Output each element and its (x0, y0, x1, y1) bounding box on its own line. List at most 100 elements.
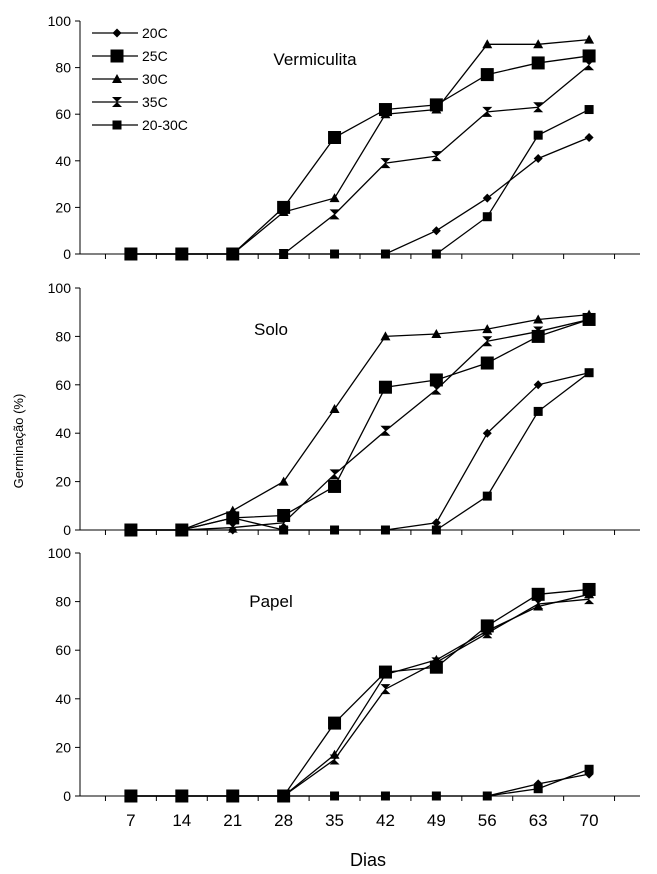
data-point-20-30C (279, 791, 289, 801)
data-point-20-30C (584, 764, 594, 774)
data-point-35C (584, 594, 595, 605)
data-point-25C (480, 356, 494, 370)
y-tick-label: 40 (55, 691, 71, 707)
series-line-20C (130, 773, 590, 797)
y-tick-label: 100 (48, 280, 72, 296)
data-point-30C (278, 207, 289, 217)
data-point-30C (278, 476, 289, 486)
data-point-35C (533, 102, 544, 113)
data-point-20C (431, 226, 441, 236)
data-point-20-30C (482, 791, 492, 801)
data-point-20-30C (533, 130, 543, 140)
panel-2: 0 20 40 60 80 100 Solo (48, 280, 640, 538)
data-point-20-30C (126, 249, 136, 259)
series-line-35C (130, 318, 590, 531)
series-line-25C (130, 318, 590, 531)
data-point-20-30C (482, 212, 492, 222)
data-point-20-30C (431, 791, 441, 801)
x-tick-label: 28 (274, 811, 293, 830)
legend-marker (110, 49, 124, 63)
data-point-20-30C (279, 249, 289, 259)
data-point-20-30C (380, 249, 390, 259)
y-tick-label: 60 (55, 106, 71, 122)
data-point-35C (380, 425, 391, 436)
x-tick-label: 7 (126, 811, 135, 830)
data-point-25C (429, 373, 443, 387)
legend-entry: 25C (92, 48, 168, 64)
legend-label: 20-30C (142, 117, 188, 133)
data-point-35C (482, 336, 493, 347)
data-point-35C (482, 628, 493, 639)
series-line-30C (130, 313, 590, 531)
data-point-30C (227, 505, 238, 515)
data-point-35C (380, 684, 391, 695)
x-tick-label: 63 (529, 811, 548, 830)
data-point-20-30C (126, 791, 136, 801)
data-point-20-30C (177, 791, 187, 801)
legend-label: 30C (142, 71, 168, 87)
data-point-35C (329, 469, 340, 480)
y-tick-label: 20 (55, 199, 71, 215)
data-point-20-30C (584, 105, 594, 115)
data-point-20-30C (431, 525, 441, 535)
legend-entry: 20-30C (92, 117, 188, 133)
series-line-25C (130, 588, 590, 797)
legend-marker (112, 28, 122, 38)
y-tick-label: 0 (63, 788, 71, 804)
data-point-20C (482, 428, 492, 438)
panel-title: Papel (249, 592, 292, 611)
data-point-35C (533, 599, 544, 610)
data-point-35C (431, 151, 442, 162)
data-point-20-30C (228, 791, 238, 801)
legend-label: 35C (142, 94, 168, 110)
data-point-20-30C (584, 368, 594, 378)
data-point-30C (380, 331, 391, 341)
data-point-20-30C (330, 791, 340, 801)
data-point-25C (378, 380, 392, 394)
data-point-20-30C (330, 249, 340, 259)
data-point-30C (380, 109, 391, 119)
x-tick-label: 21 (223, 811, 242, 830)
y-tick-label: 80 (55, 60, 71, 76)
legend-label: 20C (142, 25, 168, 41)
legend-marker (112, 97, 122, 107)
data-point-25C (328, 479, 342, 493)
data-point-35C (584, 314, 595, 325)
data-point-35C (533, 326, 544, 337)
data-point-25C (328, 716, 342, 730)
data-point-20-30C (431, 249, 441, 259)
y-tick-label: 100 (48, 13, 72, 29)
y-tick-label: 20 (55, 474, 71, 490)
x-tick-label: 70 (580, 811, 599, 830)
data-point-35C (278, 517, 289, 528)
x-tick-label: 42 (376, 811, 395, 830)
data-point-30C (584, 34, 595, 44)
legend-entry: 35C (92, 94, 168, 110)
data-point-20-30C (177, 525, 187, 535)
data-point-35C (584, 60, 595, 71)
data-point-35C (329, 209, 340, 220)
x-tick-label: 49 (427, 811, 446, 830)
data-point-20-30C (228, 513, 238, 523)
data-point-30C (329, 193, 340, 203)
y-tick-label: 80 (55, 594, 71, 610)
data-point-30C (482, 39, 493, 49)
series-line-20-30C (130, 768, 590, 797)
series-line-20-30C (130, 372, 590, 531)
series-line-30C (130, 38, 590, 255)
data-point-35C (329, 754, 340, 765)
data-point-20-30C (330, 525, 340, 535)
data-point-20-30C (126, 525, 136, 535)
data-point-30C (482, 324, 493, 334)
data-point-25C (480, 68, 494, 82)
data-point-30C (431, 328, 442, 338)
data-point-20C (431, 518, 441, 528)
data-point-20C (584, 133, 594, 142)
data-point-30C (329, 404, 340, 413)
panel-3: 0 20 40 60 80 100 7 14 21 28 35 42 49 56 63 70 Papel (48, 545, 640, 830)
data-point-25C (531, 56, 545, 70)
data-point-20-30C (533, 784, 543, 794)
x-tick-label: 56 (478, 811, 497, 830)
y-tick-label: 60 (55, 377, 71, 393)
